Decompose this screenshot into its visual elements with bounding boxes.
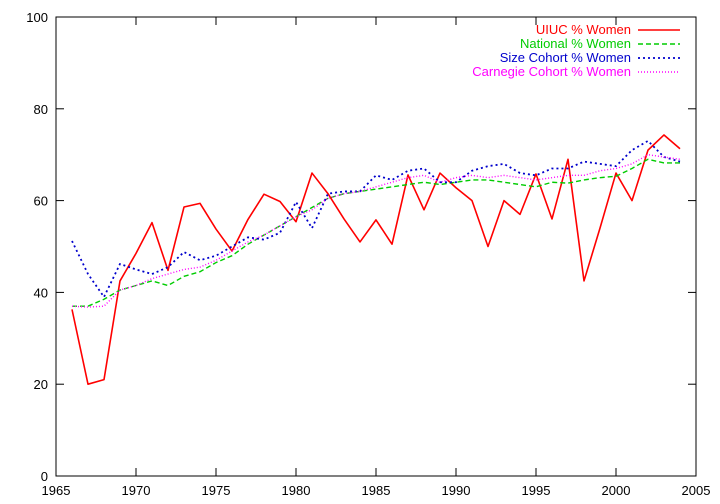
series-group [71,134,681,386]
legend-label: Carnegie Cohort % Women [472,64,631,79]
x-tick-label: 1975 [202,483,231,498]
y-tick-label: 100 [26,10,48,25]
x-tick-label: 2005 [682,483,711,498]
legend-label: UIUC % Women [536,22,631,37]
y-tick-label: 20 [34,377,48,392]
x-tick-label: 1990 [442,483,471,498]
legend-label: Size Cohort % Women [500,50,631,65]
x-tick-label: 1980 [282,483,311,498]
axis-ticks: 1965 1970 1975 1980 1985 1990 1995 2000 2005 0 20 4… [26,10,710,498]
series-line-national-women [72,158,680,307]
y-tick-label: 0 [41,469,48,484]
x-tick-label: 1970 [122,483,151,498]
x-tick-label: 1965 [42,483,71,498]
series-line-uiuc-women [71,134,681,386]
y-tick-label: 60 [34,194,48,209]
x-tick-label: 1985 [362,483,391,498]
y-tick-label: 40 [34,285,48,300]
legend-label: National % Women [520,36,631,51]
series-line-carnegie-cohort-women [71,153,681,308]
plot-frame [55,16,697,477]
series-line-size-cohort-women [71,140,681,298]
x-tick-label: 2000 [602,483,631,498]
x-tick-label: 1995 [522,483,551,498]
y-tick-label: 80 [34,102,48,117]
